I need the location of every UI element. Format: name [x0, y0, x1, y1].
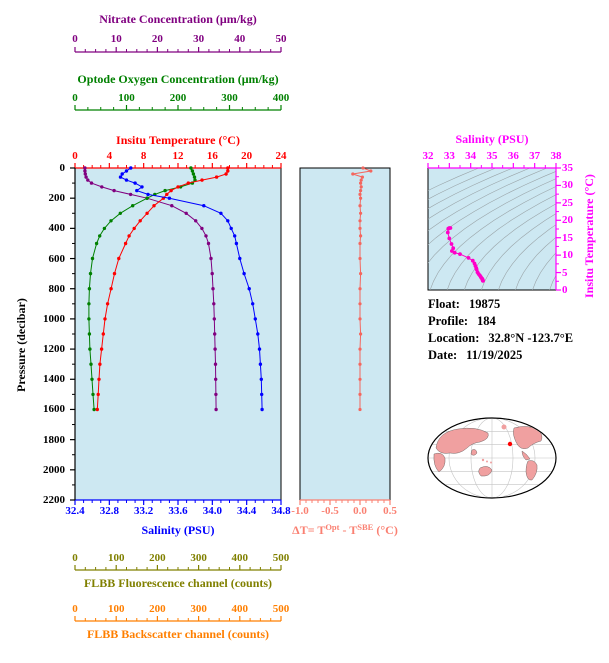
tick-label: 400	[272, 92, 290, 104]
tick-label: 24	[275, 150, 287, 162]
tick-label: 0	[72, 150, 78, 162]
tick-label: 5	[562, 266, 568, 279]
delta-t-plot-area	[299, 167, 391, 501]
backscatter-axis-title: FLBB Backscatter channel (counts)	[86, 627, 270, 641]
tick-label: 34	[465, 150, 477, 162]
tick-label: 0	[72, 552, 78, 564]
tick-label: 4	[106, 150, 113, 162]
tick-label: 35	[486, 150, 498, 162]
profile-curve	[95, 166, 230, 412]
tick-label: -1.0	[291, 505, 309, 517]
tick-label: 100	[107, 552, 125, 564]
tick-label: 10	[110, 33, 122, 45]
tick-label: 33	[443, 150, 455, 162]
tick-label: 300	[190, 552, 207, 564]
tick-label: 100	[118, 92, 135, 104]
location-marker	[507, 441, 513, 447]
tick-label: 300	[190, 603, 207, 615]
profile-row: Profile: 184	[428, 314, 496, 328]
tick-label: 30	[193, 33, 205, 45]
tick-label: 200	[48, 192, 66, 205]
tick-label: 500	[272, 603, 290, 615]
profile-curve	[118, 166, 264, 412]
tick-label: 32.8	[99, 505, 119, 517]
tick-label: 15	[562, 231, 573, 244]
tick-label: 36	[507, 150, 519, 162]
tick-label: 0	[72, 92, 78, 104]
tick-label: 25	[562, 196, 573, 209]
tick-label: 50	[275, 33, 287, 45]
tick-label: 0.5	[383, 505, 397, 517]
tick-label: 0.0	[353, 505, 367, 517]
tick-label: 33.6	[168, 505, 188, 517]
ts-curve	[445, 226, 485, 283]
date-row: Date: 11/19/2025	[428, 348, 523, 362]
tick-label: 34.4	[237, 505, 257, 517]
tick-label: 38	[550, 150, 562, 162]
tick-label: 33.2	[134, 505, 154, 517]
density-contours	[428, 168, 556, 290]
ts-salinity-axis-title: Salinity (PSU)	[455, 132, 529, 146]
tick-label: 30	[562, 179, 573, 192]
main-plot-area	[74, 167, 282, 501]
tick-label: 32.4	[65, 505, 85, 517]
tick-label: 40	[234, 33, 246, 45]
tick-label: 20	[151, 33, 163, 45]
tick-label: 100	[107, 603, 125, 615]
tick-label: 34.8	[271, 505, 291, 517]
tick-label: 200	[149, 603, 166, 615]
tick-label: 16	[206, 150, 218, 162]
tick-label: 2200	[43, 494, 65, 506]
tick-label: 800	[48, 282, 66, 295]
tick-label: 35	[562, 162, 573, 174]
tick-label: 34.0	[202, 505, 222, 517]
tick-label: 1000	[43, 312, 65, 325]
tick-label: 0	[562, 284, 568, 296]
tick-label: 1400	[43, 373, 65, 386]
tick-label: 600	[48, 252, 66, 265]
tick-label: 0	[72, 33, 78, 45]
tick-label: 10	[562, 249, 573, 262]
temperature-axis-title: Insitu Temperature (°C)	[116, 133, 240, 147]
tick-label: 200	[149, 552, 166, 564]
oxygen-axis-title: Optode Oxygen Concentration (μm/kg)	[77, 72, 279, 86]
tick-label: 400	[231, 552, 249, 564]
tick-label: 12	[172, 150, 184, 162]
tick-label: 2000	[43, 463, 65, 476]
nitrate-axis-title: Nitrate Concentration (μm/kg)	[99, 12, 257, 26]
delta-t-axis-title: ΔT= TOpt - TSBE (°C)	[292, 522, 398, 537]
profile-curve	[87, 166, 197, 412]
location-row: Location: 32.8°N -123.7°E	[428, 331, 574, 345]
tick-label: 0	[59, 162, 66, 174]
tick-label: 20	[562, 214, 573, 227]
tick-label: 1200	[43, 343, 65, 356]
tick-label: 200	[169, 92, 187, 104]
tick-label: -0.5	[321, 505, 339, 517]
tick-label: 8	[140, 150, 147, 162]
delta-t-curve	[351, 166, 373, 412]
tick-label: 1800	[43, 433, 65, 446]
float-id-row: Float: 19875	[428, 297, 501, 311]
tick-label: 400	[231, 603, 249, 615]
tick-label: 37	[529, 150, 541, 162]
profile-curve	[83, 166, 218, 412]
world-map	[427, 417, 557, 499]
tick-label: 300	[221, 92, 238, 104]
ts-temperature-axis-title: Insitu Temperature (°C)	[582, 174, 596, 298]
tick-label: 0	[72, 603, 78, 615]
tick-label: 400	[48, 222, 66, 235]
tick-label: 1600	[43, 403, 65, 416]
tick-label: 500	[272, 552, 290, 564]
tick-label: 20	[241, 150, 253, 162]
tick-label: 32	[422, 150, 434, 162]
fluorescence-axis-title: FLBB Fluorescence channel (counts)	[83, 576, 273, 590]
salinity-axis-title: Salinity (PSU)	[141, 523, 215, 537]
